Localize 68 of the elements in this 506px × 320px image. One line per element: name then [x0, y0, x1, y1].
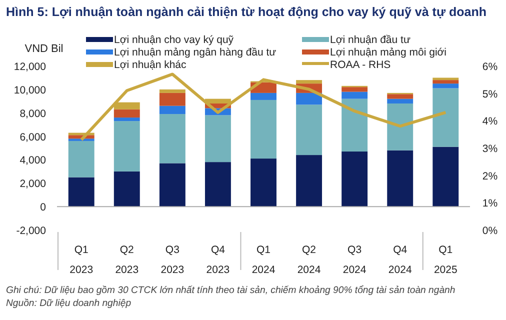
y-tick-label: 2,000 — [20, 178, 46, 190]
legend-label: Lợi nhuận đầu tư — [330, 34, 410, 46]
x-tick-label: Q4 2024 — [388, 244, 412, 276]
x-tick-label: Q3 2024 — [342, 244, 366, 276]
x-tick-label: Q1 2025 — [434, 244, 458, 276]
bar — [159, 89, 186, 93]
chart-title: Hình 5: Lợi nhuận toàn ngành cải thiện từ hoạt động cho vay ký quỹ và tự doanh — [6, 5, 486, 19]
y2-tick-label: 1% — [482, 198, 498, 210]
bar — [114, 121, 140, 172]
bar — [432, 146, 459, 207]
x-tick-label: Q4 2023 — [206, 244, 230, 276]
bar — [387, 94, 414, 99]
bar — [432, 84, 459, 88]
bar — [159, 92, 186, 106]
x-tick-label: Q1 2023 — [70, 244, 94, 276]
x-tick-label: Q3 2023 — [160, 244, 184, 276]
bar — [387, 98, 414, 104]
bar — [432, 80, 459, 84]
legend-label: Lợi nhuận khác — [114, 59, 186, 71]
bar — [68, 177, 94, 207]
bar — [342, 87, 368, 92]
bar — [250, 92, 276, 100]
y-tick-label: 6,000 — [20, 131, 46, 144]
bar — [342, 152, 368, 207]
bar — [159, 114, 186, 164]
bar — [250, 100, 276, 159]
bar — [204, 115, 231, 162]
bar — [296, 80, 322, 84]
y2-tick-label: 2% — [482, 170, 498, 182]
legend-label: Lợi nhuận mảng ngân hàng đầu tư — [114, 46, 276, 58]
text: Ghi chú: Dữ liệu bao gồm 30 CTCK lớn nhất tính theo tài sản, chiếm khoảng 90% tổng tài sản toàn ngành — [6, 285, 456, 296]
bar — [387, 150, 414, 207]
bar — [342, 98, 368, 152]
bar — [296, 104, 322, 156]
legend-label: Lợi nhuận mảng môi giới — [330, 46, 446, 58]
bar — [114, 102, 140, 110]
bar — [68, 140, 94, 178]
y-tick-label: 8,000 — [20, 108, 46, 120]
y2-tick-label: 5% — [482, 88, 498, 100]
bar — [159, 106, 186, 114]
y-tick-label: 10,000 — [14, 84, 46, 96]
x-tick-label: Q2 2023 — [115, 244, 139, 276]
legend-label: Lợi nhuận cho vay ký quỹ — [114, 34, 234, 46]
y2-tick-label: 4% — [482, 116, 498, 128]
bar — [204, 162, 231, 207]
bar — [432, 88, 459, 147]
y2-tick-label: 0% — [482, 225, 498, 237]
bar — [296, 155, 322, 207]
y-tick-label: 4,000 — [20, 154, 46, 167]
bar — [250, 158, 276, 207]
x-tick-label: Q1 2024 — [252, 244, 276, 276]
bar — [432, 78, 459, 80]
text: Nguồn: Dữ liệu doanh nghiệp — [6, 298, 132, 309]
y-tick-label: 12,000 — [14, 61, 46, 73]
y2-tick-label: 3% — [482, 143, 498, 155]
y-tick-label: 0 — [40, 202, 46, 214]
bar — [114, 118, 140, 122]
bar — [342, 92, 368, 99]
y-tick-label: -2,000 — [16, 225, 46, 237]
bar — [114, 109, 140, 118]
bar — [296, 92, 322, 105]
x-tick-label: Q2 2024 — [297, 244, 321, 276]
legend-label: ROAA - RHS — [330, 59, 391, 71]
y2-tick-label: 6% — [482, 61, 498, 73]
bar — [159, 163, 186, 207]
bar — [387, 103, 414, 150]
bar — [114, 171, 140, 207]
y-axis-title: VND Bil — [24, 43, 64, 55]
